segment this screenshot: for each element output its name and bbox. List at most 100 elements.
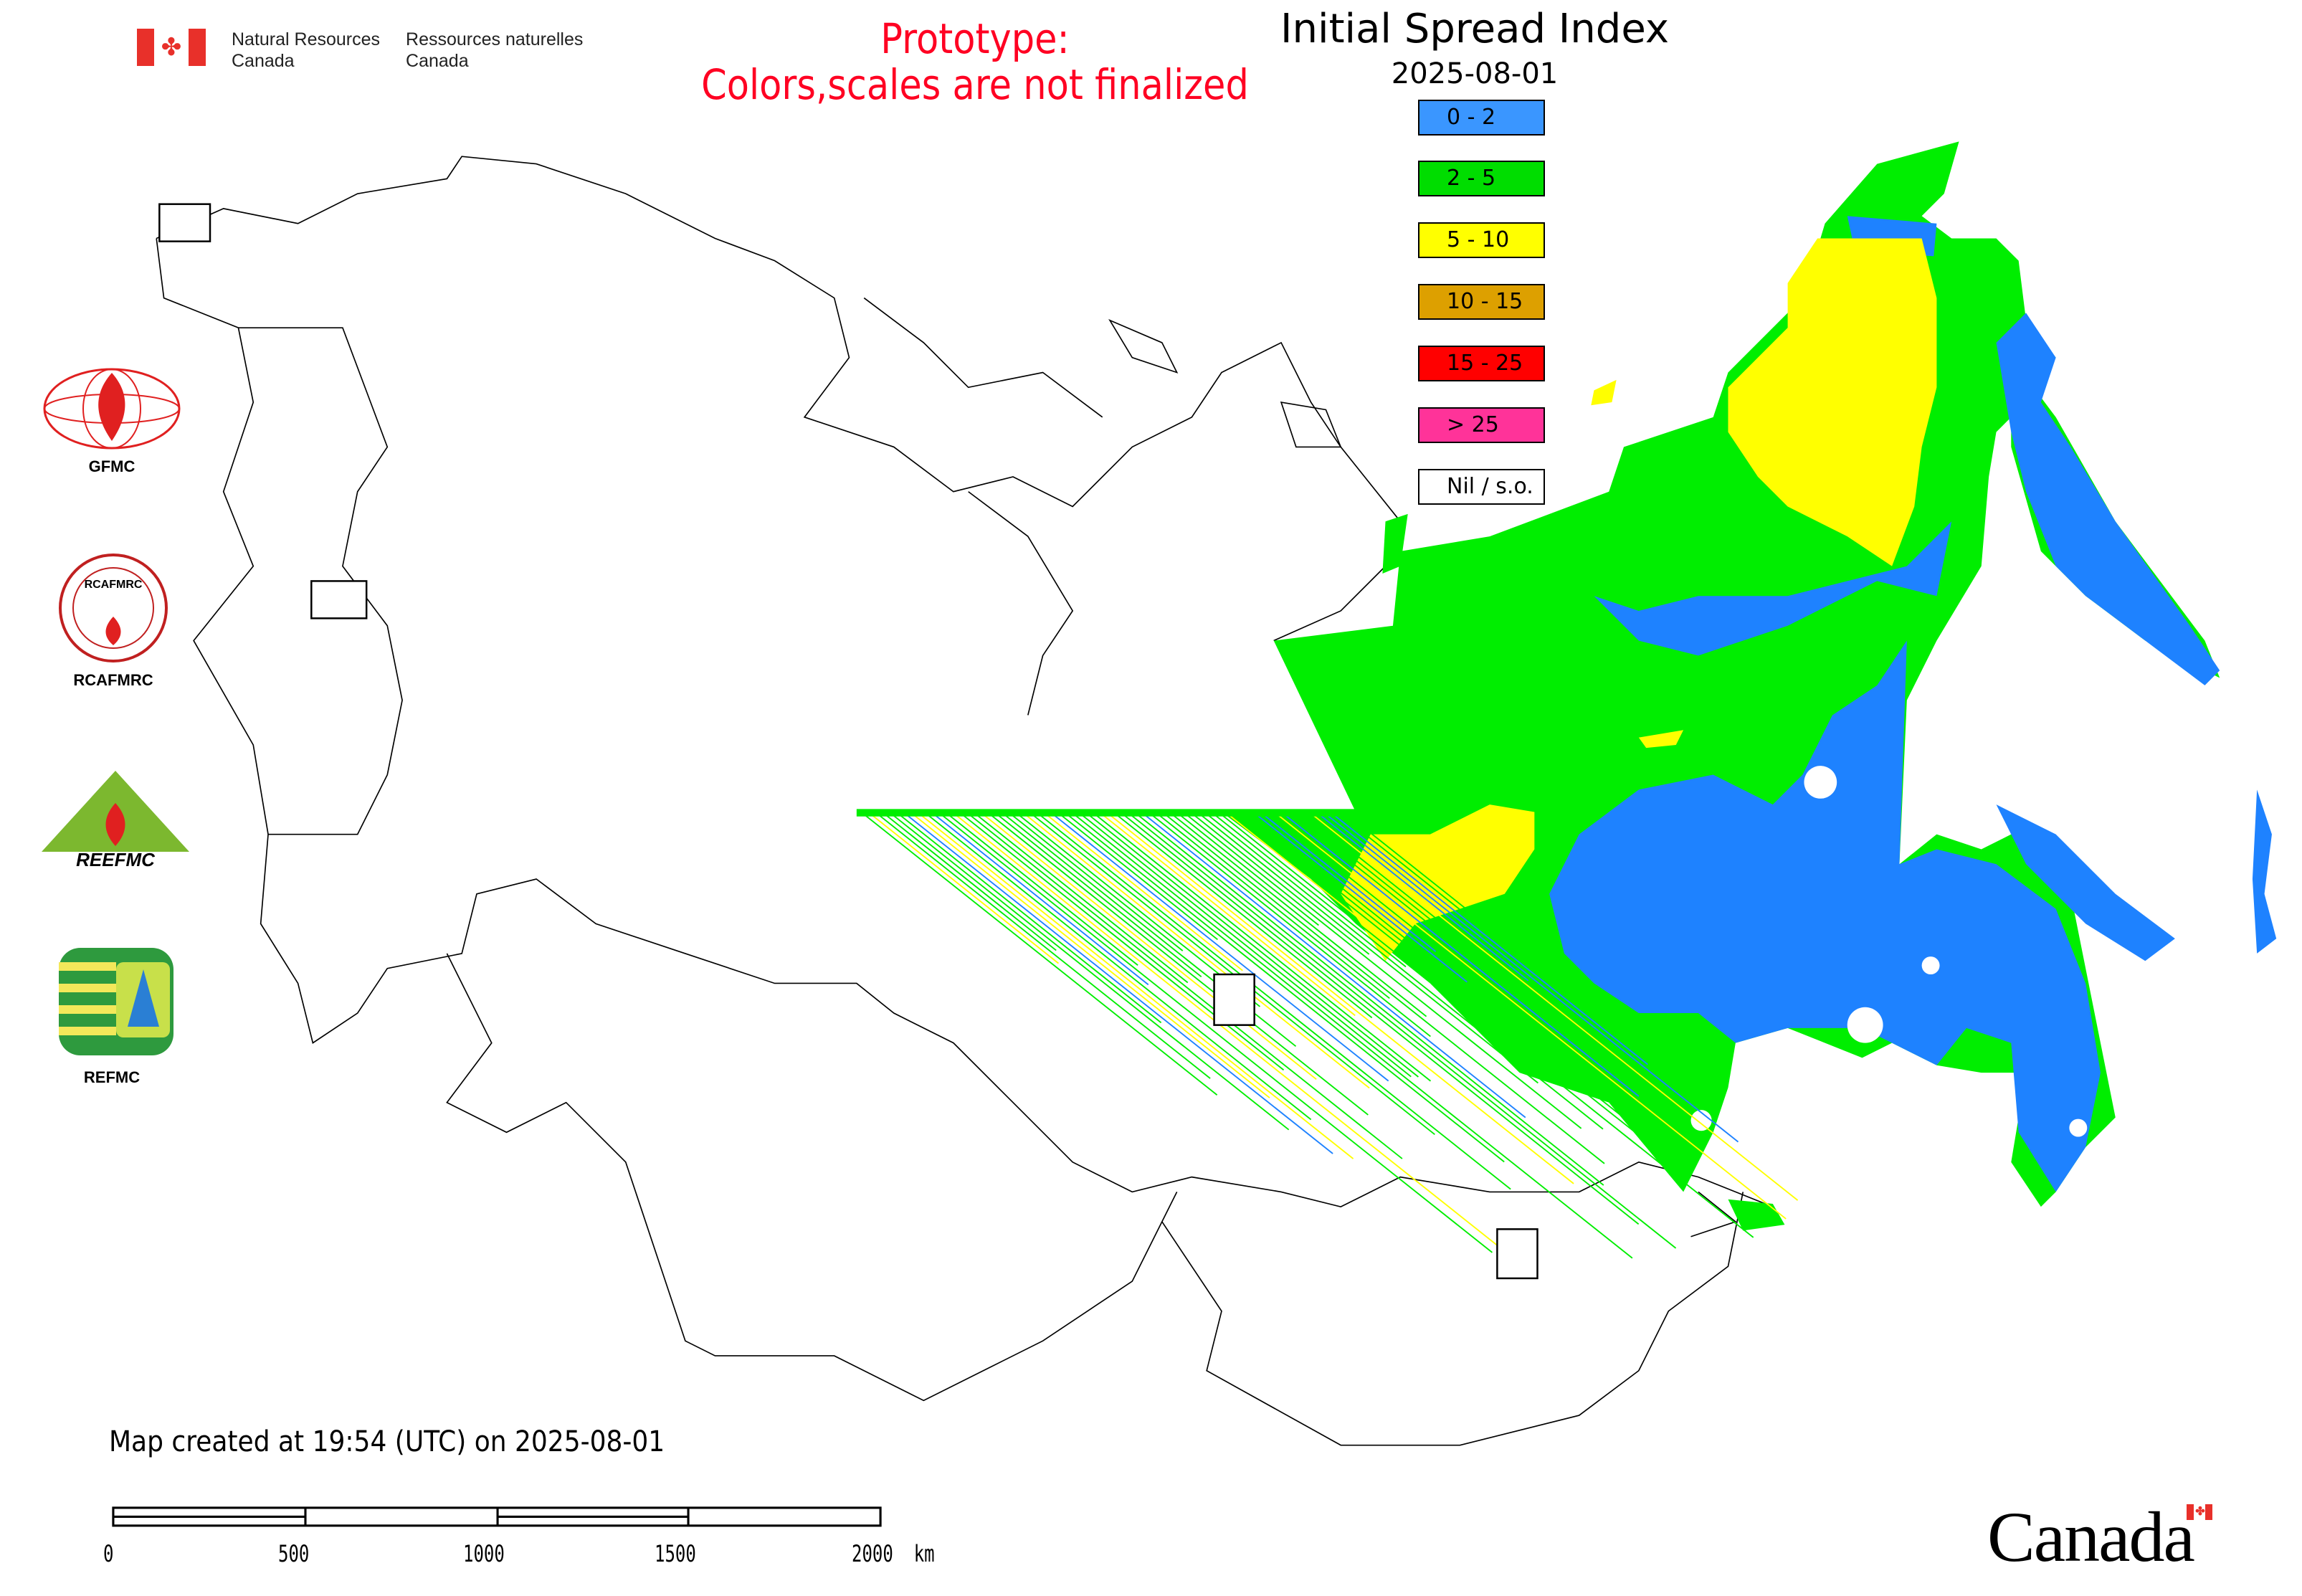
org-name-en: Natural Resources xyxy=(232,29,381,49)
data-streak xyxy=(1245,811,1488,1004)
data-streak xyxy=(903,811,1333,1154)
reefmc-wordmark: REEFMC xyxy=(76,849,156,868)
data-streak xyxy=(916,811,1354,1159)
legend-item-10-15: 10 - 15 xyxy=(1418,284,1545,320)
org-name-en-2: Canada xyxy=(232,51,295,71)
data-streak xyxy=(1042,811,1243,972)
refmc-label: REFMC xyxy=(83,1068,141,1086)
scale-label-1000: 1000 xyxy=(463,1540,505,1567)
data-streak xyxy=(867,811,1060,964)
data-streak xyxy=(1098,811,1356,1017)
data-streak xyxy=(1119,811,1640,1225)
data-streak xyxy=(1252,811,1468,983)
isi-region-2-5 xyxy=(1221,141,2116,1207)
data-streak xyxy=(1204,811,1604,1130)
data-streak xyxy=(1280,811,1640,1097)
data-streak xyxy=(1232,811,1685,1172)
data-streak xyxy=(1169,811,1427,1017)
data-streak xyxy=(1063,811,1505,1163)
station-marker-gfmc xyxy=(158,203,211,242)
map-title: Initial Spread Index xyxy=(1280,6,1669,52)
data-streak xyxy=(1189,811,1370,955)
data-streak xyxy=(1035,811,1511,1190)
map-date: 2025-08-01 xyxy=(1391,57,1559,90)
data-streak xyxy=(972,811,1189,984)
map-created-timestamp: Map created at 19:54 (UTC) on 2025-08-01 xyxy=(109,1425,665,1458)
data-streak xyxy=(1085,811,1419,1078)
data-streak xyxy=(1154,811,1390,999)
refmc-logo-icon xyxy=(59,948,173,1055)
data-streak xyxy=(1260,811,1437,952)
rcafmrc-logo-icon: RCAFMRC xyxy=(59,554,168,662)
data-streak xyxy=(895,811,1162,1024)
data-streak xyxy=(951,811,1514,1259)
data-streak xyxy=(1133,811,1604,1186)
data-streak xyxy=(1007,811,1184,951)
data-streak xyxy=(979,811,1317,1080)
data-streak xyxy=(986,811,1369,1116)
data-streak xyxy=(966,811,1403,1159)
data-streak xyxy=(909,811,1270,1098)
legend-item-over-25: > 25 xyxy=(1418,407,1545,443)
scale-label-500: 500 xyxy=(278,1540,310,1567)
isi-region-5-10 xyxy=(1341,238,1937,961)
data-streak-band xyxy=(856,809,1364,817)
data-streak xyxy=(1273,811,1787,1220)
data-streak xyxy=(1113,811,1373,1019)
data-streak xyxy=(1295,811,1464,946)
scale-label-2000-km: 2000 km xyxy=(852,1540,935,1567)
data-streak xyxy=(1056,811,1218,941)
org-name-fr: Ressources naturelles xyxy=(406,29,584,49)
gfmc-logo-icon xyxy=(43,368,181,450)
data-streak xyxy=(1141,811,1526,1118)
data-streak xyxy=(1266,811,1645,1112)
data-streak xyxy=(1182,811,1582,1129)
data-streak xyxy=(994,811,1202,978)
data-streak xyxy=(1301,811,1544,1004)
data-streak xyxy=(1217,811,1754,1238)
data-streak xyxy=(923,811,1312,1121)
prototype-notice: Prototype: xyxy=(880,14,1070,63)
prototype-notice-detail: Colors,scales are not finalized xyxy=(701,60,1249,109)
data-streak xyxy=(1105,811,1574,1184)
reefmc-logo-icon: REEFMC xyxy=(42,771,189,868)
data-streak xyxy=(944,811,1138,966)
svg-text:RCAFMRC: RCAFMRC xyxy=(85,579,143,591)
data-streak xyxy=(1070,811,1633,1259)
station-marker-reefmc xyxy=(310,580,368,619)
gfmc-label: GFMC xyxy=(88,457,135,475)
data-streak xyxy=(1238,811,1671,1156)
data-streak xyxy=(1308,811,1799,1201)
data-streak xyxy=(1197,811,1538,1084)
rcafmrc-label: RCAFMRC xyxy=(73,671,153,689)
data-streak xyxy=(1336,811,1688,1091)
data-streak xyxy=(937,811,1493,1253)
canada-wordmark-text: Canada xyxy=(1987,1497,2195,1577)
data-streak xyxy=(888,811,1290,1131)
data-streaks xyxy=(856,809,1799,1259)
data-streak xyxy=(1028,811,1435,1136)
data-streak xyxy=(860,811,1218,1096)
data-streak xyxy=(1126,811,1677,1249)
data-streak xyxy=(1175,811,1319,926)
legend-item-nil: Nil / s.o. xyxy=(1418,469,1545,505)
data-streak xyxy=(1210,811,1407,968)
data-streak xyxy=(1161,811,1605,1164)
data-streak xyxy=(931,811,1149,986)
data-streak xyxy=(1078,811,1412,1078)
org-name-fr-2: Canada xyxy=(406,51,469,71)
legend-item-5-10: 5 - 10 xyxy=(1418,222,1545,258)
data-streak xyxy=(881,811,1057,951)
data-streak xyxy=(959,811,1285,1071)
legend-item-15-25: 15 - 25 xyxy=(1418,346,1545,381)
station-marker-rcafmrc xyxy=(1496,1228,1538,1280)
data-streak xyxy=(1343,811,1488,926)
data-streak xyxy=(1091,811,1432,1082)
data-streak xyxy=(1329,811,1648,1065)
legend-item-2-5: 2 - 5 xyxy=(1418,161,1545,196)
station-marker-refmc xyxy=(1213,973,1255,1026)
legend-item-0-2: 0 - 2 xyxy=(1418,100,1545,136)
data-streak xyxy=(875,811,1211,1079)
canada-flag-icon: ✤ xyxy=(2187,1504,2212,1520)
data-streak xyxy=(1224,811,1376,932)
